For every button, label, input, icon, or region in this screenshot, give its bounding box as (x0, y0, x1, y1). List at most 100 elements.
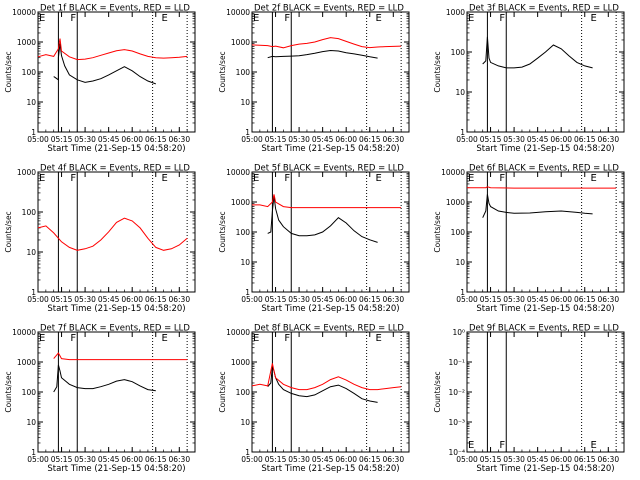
chart-panel-6: Det 6f BLACK = Events, RED = LLD 1 10 100 10… (433, 164, 625, 314)
y-tick-label: 1000 (231, 38, 250, 47)
marker-label-e: E (39, 173, 45, 184)
y-tick-label: 1000 (231, 358, 250, 367)
marker-label-e: E (590, 440, 596, 451)
x-tick-label: 06:30 (168, 295, 190, 304)
y-tick-label: 10 (240, 98, 250, 107)
marker-label-e: E (253, 13, 259, 24)
chart-panel-9: Det 9f BLACK = Events, RED = LLD 10⁻⁴ 10⁻³… (433, 324, 625, 474)
x-axis-label: Start Time (21-Sep-15 04:58:20) (261, 304, 399, 314)
x-tick-label: 05:45 (312, 455, 334, 464)
series-line-lld (467, 186, 617, 189)
x-tick-label: 05:00 (241, 295, 263, 304)
panel-title: Det 8f BLACK = Events, RED = LLD (254, 324, 404, 334)
x-tick-label: 05:30 (288, 135, 310, 144)
plot-frame (37, 11, 196, 133)
marker-label-e: E (375, 333, 381, 344)
series-line-events (267, 49, 378, 59)
x-tick-label: 05:15 (265, 455, 287, 464)
y-tick-label: 100 (236, 68, 251, 77)
x-tick-label: 05:00 (456, 295, 478, 304)
y-tick-label: 100 (22, 208, 37, 217)
x-tick-label: 06:00 (121, 455, 143, 464)
x-tick-label: 05:15 (51, 295, 73, 304)
marker-label-f: F (499, 440, 505, 451)
y-tick-label: 10 (26, 98, 36, 107)
y-tick-label: 1000 (231, 198, 250, 207)
chart-panel-4: Det 4f BLACK = Events, RED = LLD 1 10 100 10… (4, 164, 196, 314)
y-tick-label: 1000 (17, 168, 36, 177)
x-tick-label: 06:15 (359, 295, 381, 304)
x-tick-label: 05:15 (265, 295, 287, 304)
x-tick-label: 05:00 (27, 295, 49, 304)
x-tick-label: 05:15 (51, 135, 73, 144)
marker-label-e: E (161, 13, 167, 24)
chart-panel-7: Det 7f BLACK = Events, RED = LLD 1 10 100 10… (4, 324, 196, 474)
x-tick-label: 06:00 (121, 135, 143, 144)
panel-title: Det 2f BLACK = Events, RED = LLD (254, 4, 404, 14)
y-tick-label: 1000 (17, 38, 36, 47)
plot-frame (251, 11, 410, 133)
marker-label-e: E (39, 333, 45, 344)
marker-label-e: E (375, 173, 381, 184)
series-line-events (53, 43, 156, 85)
x-tick-label: 05:30 (503, 455, 525, 464)
y-axis-label: Counts/sec (4, 371, 13, 412)
x-tick-label: 06:30 (382, 295, 404, 304)
plot-frame (37, 171, 196, 293)
y-tick-label: 10 (240, 418, 250, 427)
marker-label-f: F (284, 13, 290, 24)
panel-title: Det 3f BLACK = Events, RED = LLD (469, 4, 619, 14)
y-axis-label: Counts/sec (218, 371, 227, 412)
y-tick-label: 10000 (226, 168, 250, 177)
series-line-events (53, 364, 156, 393)
y-tick-label: 10⁻² (448, 388, 465, 397)
marker-label-e: E (39, 13, 45, 24)
series-line-lld (251, 37, 402, 49)
y-tick-label: 1 (245, 448, 250, 457)
x-tick-label: 05:15 (51, 455, 73, 464)
plot-frame (251, 331, 410, 453)
marker-label-f: F (499, 13, 505, 24)
y-axis-label: Counts/sec (4, 211, 13, 252)
y-tick-label: 100 (236, 228, 251, 237)
x-axis-label: Start Time (21-Sep-15 04:58:20) (47, 144, 185, 154)
y-axis-label: Counts/sec (4, 51, 13, 92)
chart-panel-8: Det 8f BLACK = Events, RED = LLD 1 10 100 10… (218, 324, 410, 474)
y-tick-label: 100 (22, 388, 37, 397)
y-axis-label: Counts/sec (218, 211, 227, 252)
chart-panel-3: Det 3f BLACK = Events, RED = LLD 1 10 100 10… (433, 4, 625, 154)
x-tick-label: 05:45 (312, 295, 334, 304)
x-tick-label: 05:30 (288, 455, 310, 464)
chart-panel-5: Det 5f BLACK = Events, RED = LLD 1 10 100 10… (218, 164, 410, 314)
y-axis-label: Counts/sec (433, 211, 442, 252)
x-tick-label: 05:45 (98, 455, 120, 464)
y-tick-label: 100 (451, 228, 466, 237)
series-line-lld (251, 363, 402, 391)
marker-label-f: F (70, 13, 76, 24)
series-line-events (267, 195, 378, 243)
x-tick-label: 05:00 (241, 455, 263, 464)
x-axis-label: Start Time (21-Sep-15 04:58:20) (476, 304, 614, 314)
x-tick-label: 05:15 (480, 295, 502, 304)
series-line-events (482, 36, 593, 69)
x-tick-label: 05:45 (98, 295, 120, 304)
marker-label-f: F (284, 333, 290, 344)
y-tick-label: 10⁻⁴ (448, 448, 465, 457)
x-tick-label: 06:15 (359, 455, 381, 464)
chart-panel-1: Det 1f BLACK = Events, RED = LLD 1 10 100 10… (4, 4, 196, 154)
y-tick-label: 1000 (446, 198, 465, 207)
series-line-lld (53, 352, 188, 361)
x-tick-label: 06:30 (168, 455, 190, 464)
plot-frame (37, 331, 196, 453)
marker-label-e: E (590, 13, 596, 24)
y-tick-label: 100 (451, 48, 466, 57)
x-tick-label: 05:15 (480, 455, 502, 464)
x-axis-label: Start Time (21-Sep-15 04:58:20) (47, 464, 185, 474)
y-tick-label: 1 (31, 448, 36, 457)
x-tick-label: 06:30 (168, 135, 190, 144)
panel-title: Det 9f BLACK = Events, RED = LLD (469, 324, 619, 334)
y-tick-label: 10000 (441, 168, 465, 177)
panel-title: Det 5f BLACK = Events, RED = LLD (254, 164, 404, 174)
series-line-events (482, 194, 593, 218)
